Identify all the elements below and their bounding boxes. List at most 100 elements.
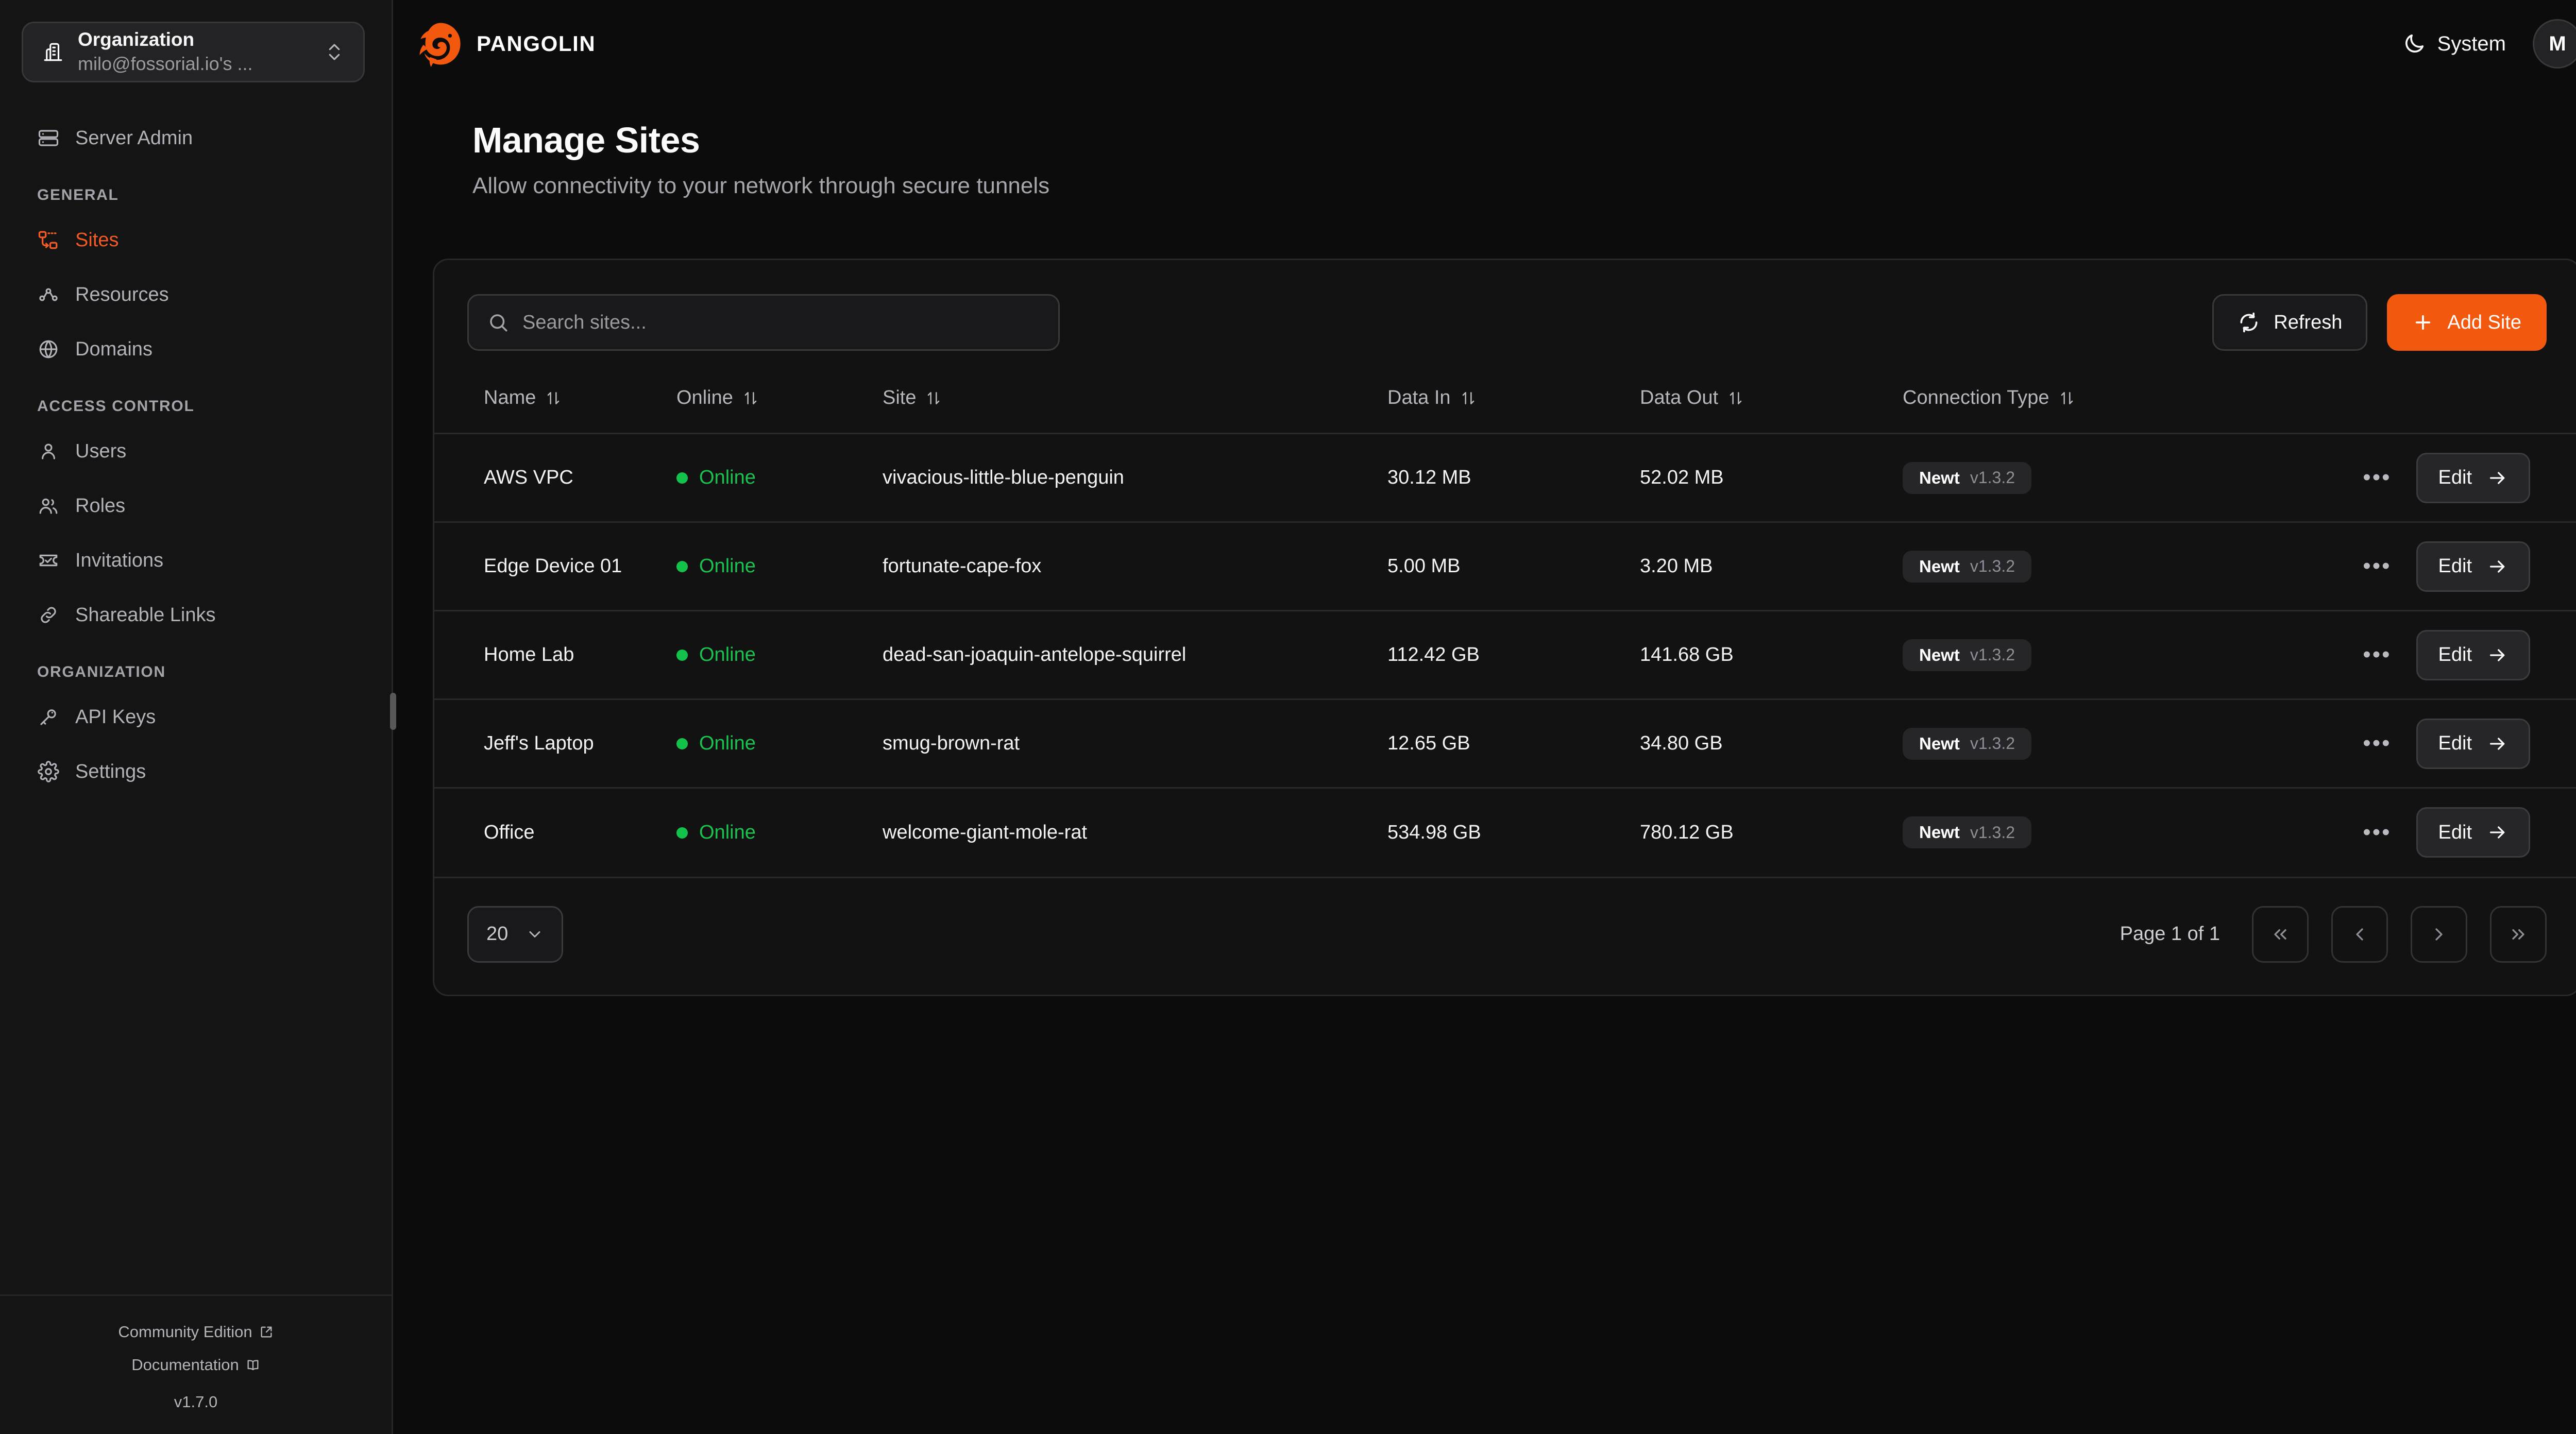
chevrons-up-down-icon: [323, 41, 346, 63]
sidebar-item-label: Invitations: [75, 549, 164, 571]
sidebar-item-resources[interactable]: Resources: [0, 273, 392, 316]
row-menu-button[interactable]: •••: [2363, 642, 2392, 668]
table-row[interactable]: Home Lab Online dead-san-joaquin-antelop…: [434, 610, 2576, 699]
sidebar-item-label: Server Admin: [75, 127, 193, 149]
row-menu-button[interactable]: •••: [2363, 465, 2392, 490]
connection-type-name: Newt: [1919, 468, 1960, 487]
edit-button[interactable]: Edit: [2416, 629, 2530, 680]
cell-site: vivacious-little-blue-penguin: [883, 433, 1387, 522]
avatar-initial: M: [2549, 32, 2566, 55]
connection-type-name: Newt: [1919, 645, 1960, 664]
sidebar-item-label: Users: [75, 440, 127, 462]
column-label: Site: [883, 387, 917, 408]
chevron-down-icon: [526, 925, 544, 944]
sidebar-item-settings[interactable]: Settings: [0, 750, 392, 793]
add-site-label: Add Site: [2447, 311, 2521, 333]
sidebar-item-label: Roles: [75, 494, 126, 517]
search-icon: [487, 312, 509, 333]
column-header-connection-type[interactable]: Connection Type: [1903, 379, 2263, 434]
arrow-right-icon: [2487, 556, 2508, 577]
sidebar-resize-handle[interactable]: [390, 693, 396, 730]
table-row[interactable]: Edge Device 01 Online fortunate-cape-fox…: [434, 521, 2576, 611]
table-row[interactable]: AWS VPC Online vivacious-little-blue-pen…: [434, 433, 2576, 522]
edit-button[interactable]: Edit: [2416, 807, 2530, 858]
last-page-button[interactable]: [2490, 906, 2547, 963]
chevrons-left-icon: [2274, 929, 2286, 940]
first-page-button[interactable]: [2252, 906, 2309, 963]
cell-data-out: 3.20 MB: [1640, 521, 1903, 611]
search-input[interactable]: [522, 311, 1040, 334]
cell-data-out: 141.68 GB: [1640, 610, 1903, 699]
sort-icon: [2059, 390, 2075, 406]
search-box[interactable]: [467, 294, 1060, 351]
row-menu-button[interactable]: •••: [2363, 820, 2392, 845]
table-row[interactable]: Office Online welcome-giant-mole-rat 534…: [434, 787, 2576, 877]
add-site-button[interactable]: Add Site: [2387, 294, 2547, 351]
column-header-data-in[interactable]: Data In: [1387, 379, 1640, 434]
sidebar-item-shareable-links[interactable]: Shareable Links: [0, 593, 392, 637]
cell-site: smug-brown-rat: [883, 698, 1387, 788]
refresh-button[interactable]: Refresh: [2212, 294, 2368, 351]
cell-actions: ••• Edit: [2263, 698, 2576, 788]
cell-actions: ••• Edit: [2263, 521, 2576, 611]
status-dot-icon: [676, 649, 688, 661]
page-header: Manage Sites Allow connectivity to your …: [0, 88, 2576, 199]
community-edition-link[interactable]: Community Edition: [118, 1323, 273, 1341]
sidebar-item-users[interactable]: Users: [0, 430, 392, 473]
column-header-online[interactable]: Online: [676, 379, 883, 434]
sidebar-section-access-control: ACCESS CONTROL: [37, 398, 195, 415]
cell-name: Office: [434, 787, 676, 877]
connection-type-badge: Newt v1.3.2: [1903, 816, 2032, 849]
column-header-site[interactable]: Site: [883, 379, 1387, 434]
documentation-link[interactable]: Documentation: [131, 1356, 260, 1374]
avatar[interactable]: M: [2533, 19, 2576, 69]
resources-icon: [37, 283, 60, 306]
chevron-right-icon: [2435, 928, 2443, 941]
status-label: Online: [699, 732, 756, 755]
column-header-data-out[interactable]: Data Out: [1640, 379, 1903, 434]
edit-button[interactable]: Edit: [2416, 541, 2530, 592]
status-dot-icon: [676, 560, 688, 572]
sidebar-item-domains[interactable]: Domains: [0, 328, 392, 371]
sidebar-item-label: Sites: [75, 229, 119, 251]
refresh-label: Refresh: [2274, 311, 2343, 333]
table-row[interactable]: Jeff's Laptop Online smug-brown-rat 12.6…: [434, 698, 2576, 788]
sidebar-item-server-admin[interactable]: Server Admin: [0, 116, 392, 160]
column-header-name[interactable]: Name: [434, 379, 676, 434]
org-switcher[interactable]: Organization milo@fossorial.io's ...: [22, 22, 365, 82]
edit-label: Edit: [2438, 644, 2472, 665]
edit-label: Edit: [2438, 467, 2472, 488]
cell-online: Online: [676, 787, 883, 877]
sidebar-item-sites[interactable]: Sites: [0, 218, 392, 262]
sidebar-item-invitations[interactable]: Invitations: [0, 539, 392, 582]
brand-name: PANGOLIN: [477, 31, 596, 56]
connection-type-name: Newt: [1919, 823, 1960, 842]
row-menu-button[interactable]: •••: [2363, 553, 2392, 579]
connection-type-badge: Newt v1.3.2: [1903, 639, 2032, 671]
column-label: Data In: [1387, 387, 1451, 408]
connection-type-version: v1.3.2: [1970, 734, 2015, 753]
row-menu-button[interactable]: •••: [2363, 730, 2392, 756]
theme-toggle[interactable]: System: [2402, 32, 2506, 56]
sort-icon: [545, 390, 562, 406]
edit-button[interactable]: Edit: [2416, 452, 2530, 503]
brand-logo[interactable]: PANGOLIN: [417, 20, 596, 67]
sidebar-item-api-keys[interactable]: API Keys: [0, 695, 392, 739]
org-title: Organization: [78, 29, 195, 50]
cell-data-out: 52.02 MB: [1640, 433, 1903, 522]
cell-connection-type: Newt v1.3.2: [1903, 610, 2263, 699]
sort-icon: [742, 390, 759, 406]
page-indicator: Page 1 of 1: [2120, 923, 2220, 945]
edit-button[interactable]: Edit: [2416, 718, 2530, 769]
status-label: Online: [699, 467, 756, 489]
page-size-select[interactable]: 20: [467, 906, 564, 963]
column-label: Online: [676, 387, 733, 408]
next-page-button[interactable]: [2411, 906, 2467, 963]
sites-toolbar: Refresh Add Site: [434, 260, 2576, 379]
sidebar-item-label: Domains: [75, 338, 152, 360]
prev-page-button[interactable]: [2331, 906, 2388, 963]
connection-type-badge: Newt v1.3.2: [1903, 727, 2032, 760]
globe-icon: [37, 338, 60, 361]
pangolin-logo-icon: [417, 20, 464, 67]
sidebar-item-roles[interactable]: Roles: [0, 484, 392, 527]
